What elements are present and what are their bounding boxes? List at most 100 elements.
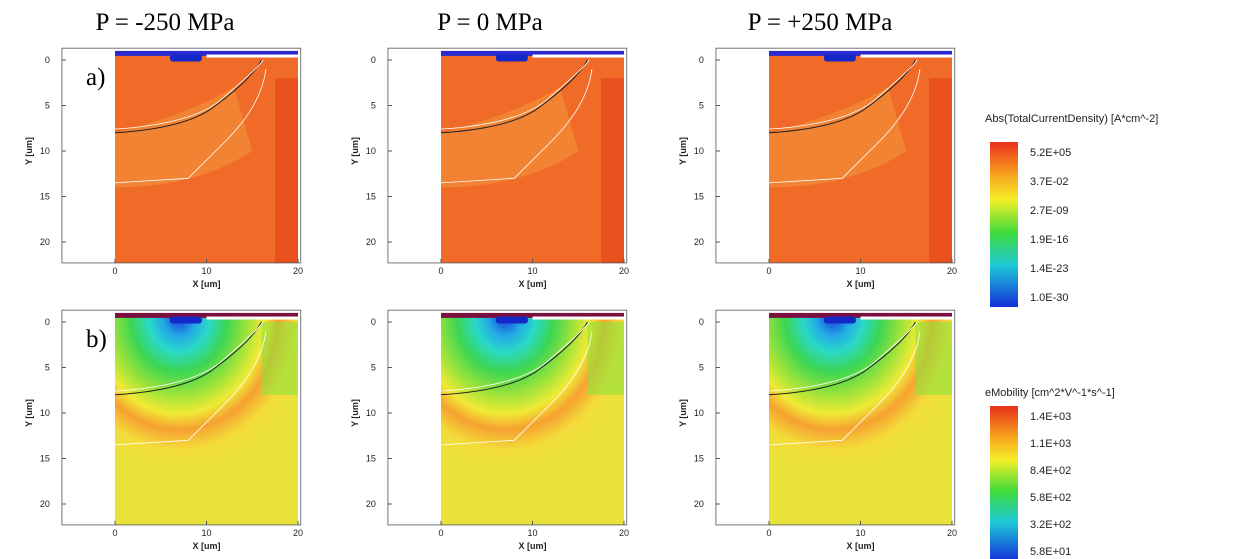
y-tick-label: 5 <box>45 363 50 373</box>
y-tick-label: 10 <box>694 408 704 418</box>
right-band <box>915 322 952 395</box>
axes-frame <box>715 309 956 526</box>
colorbar <box>990 142 1018 307</box>
plot-panel: 0 10 20 0 5 10 15 20 X [um] Y [um] a) <box>24 47 303 289</box>
x-tick-label: 20 <box>619 528 629 538</box>
x-tick-label: 20 <box>619 266 629 276</box>
x-tick-label: 10 <box>201 528 211 538</box>
x-tick-label: 20 <box>947 528 957 538</box>
y-tick-label: 5 <box>371 101 376 111</box>
y-tick-label: 20 <box>366 499 376 509</box>
colorbar <box>990 406 1018 559</box>
depletion-line <box>114 321 264 392</box>
x-tick-label: 20 <box>293 266 303 276</box>
contact <box>169 54 202 62</box>
x-tick-label: 20 <box>947 266 957 276</box>
x-tick-label: 10 <box>527 528 537 538</box>
x-tick-label: 0 <box>766 266 771 276</box>
legend-label: 3.7E-02 <box>1030 176 1069 188</box>
y-tick-label: 0 <box>45 317 50 327</box>
y-tick-label: 0 <box>699 317 704 327</box>
metal-strip <box>441 50 624 56</box>
oxide <box>532 316 624 320</box>
oxide <box>860 54 952 58</box>
depletion-line <box>768 331 921 446</box>
contour-region <box>115 87 253 188</box>
depletion-line <box>768 69 921 184</box>
depletion-line <box>440 69 593 184</box>
oxide <box>532 54 624 58</box>
metal-strip <box>769 312 952 318</box>
y-tick-label: 15 <box>694 454 704 464</box>
x-tick-label: 10 <box>201 266 211 276</box>
column-title: P = -250 MPa <box>96 9 235 36</box>
x-tick-label: 0 <box>438 528 443 538</box>
y-tick-label: 15 <box>40 454 50 464</box>
legend-label: 5.8E+01 <box>1030 546 1071 558</box>
plot-panel: 0 10 20 0 5 10 15 20 X [um] Y [um] <box>678 47 957 289</box>
row-label: b) <box>86 326 107 353</box>
y-tick-label: 5 <box>699 101 704 111</box>
x-tick-label: 0 <box>438 266 443 276</box>
legend-label: 1.4E-23 <box>1030 263 1069 275</box>
contour-region <box>441 87 579 188</box>
y-tick-label: 10 <box>366 408 376 418</box>
y-tick-label: 20 <box>694 499 704 509</box>
y-tick-label: 10 <box>694 146 704 156</box>
y-axis-label: Y [um] <box>678 137 688 165</box>
x-axis-label: X [um] <box>847 541 875 551</box>
x-axis-label: X [um] <box>193 541 221 551</box>
y-tick-label: 0 <box>45 55 50 65</box>
y-tick-label: 15 <box>366 192 376 202</box>
legend-label: 8.4E+02 <box>1030 465 1071 477</box>
legend-label: 1.1E+03 <box>1030 438 1071 450</box>
plot-panel: 0 10 20 0 5 10 15 20 X [um] Y [um] <box>678 309 957 551</box>
y-tick-label: 20 <box>40 237 50 247</box>
right-band <box>929 78 952 263</box>
right-band <box>601 78 624 263</box>
right-band <box>587 322 624 395</box>
legend-label: 5.2E+05 <box>1030 147 1071 159</box>
x-axis-label: X [um] <box>847 279 875 289</box>
y-tick-label: 5 <box>371 363 376 373</box>
junction-line <box>768 321 916 396</box>
y-tick-label: 20 <box>694 237 704 247</box>
oxide <box>206 54 298 58</box>
contact <box>495 54 528 62</box>
depletion-line <box>114 331 267 446</box>
y-tick-label: 20 <box>366 237 376 247</box>
x-axis-label: X [um] <box>519 541 547 551</box>
x-axis-label: X [um] <box>193 279 221 289</box>
x-tick-label: 0 <box>766 528 771 538</box>
contact <box>823 316 856 324</box>
axes-frame <box>61 47 302 264</box>
y-tick-label: 15 <box>694 192 704 202</box>
legend-title: Abs(TotalCurrentDensity) [A*cm^-2] <box>985 113 1158 125</box>
metal-strip <box>115 312 298 318</box>
depletion-line <box>768 59 918 130</box>
depletion-line <box>768 321 918 392</box>
y-tick-label: 10 <box>40 408 50 418</box>
contact <box>823 54 856 62</box>
x-axis-label: X [um] <box>519 279 547 289</box>
legend-label: 1.9E-16 <box>1030 234 1069 246</box>
axes-frame <box>715 47 956 264</box>
contact <box>495 316 528 324</box>
plot-panel: 0 10 20 0 5 10 15 20 X [um] Y [um] b) <box>24 309 303 551</box>
axes-frame <box>387 309 628 526</box>
legend-label: 2.7E-09 <box>1030 205 1069 217</box>
row-label: a) <box>86 64 105 91</box>
column-title: P = +250 MPa <box>748 9 893 36</box>
y-tick-label: 10 <box>366 146 376 156</box>
y-axis-label: Y [um] <box>678 399 688 427</box>
y-tick-label: 10 <box>40 146 50 156</box>
contour-region <box>769 87 907 188</box>
y-tick-label: 20 <box>40 499 50 509</box>
y-tick-label: 15 <box>366 454 376 464</box>
legend-label: 1.4E+03 <box>1030 411 1071 423</box>
y-tick-label: 15 <box>40 192 50 202</box>
y-tick-label: 5 <box>45 101 50 111</box>
plot-panel: 0 10 20 0 5 10 15 20 X [um] Y [um] <box>350 309 629 551</box>
metal-strip <box>441 312 624 318</box>
